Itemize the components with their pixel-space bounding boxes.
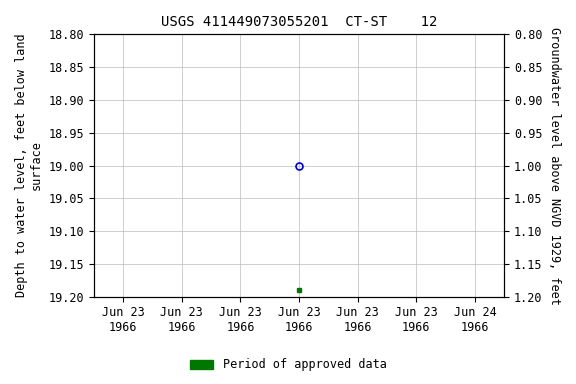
Y-axis label: Depth to water level, feet below land
surface: Depth to water level, feet below land su… [15, 34, 43, 297]
Legend: Period of approved data: Period of approved data [185, 354, 391, 376]
Y-axis label: Groundwater level above NGVD 1929, feet: Groundwater level above NGVD 1929, feet [548, 26, 561, 305]
Title: USGS 411449073055201  CT-ST    12: USGS 411449073055201 CT-ST 12 [161, 15, 437, 29]
